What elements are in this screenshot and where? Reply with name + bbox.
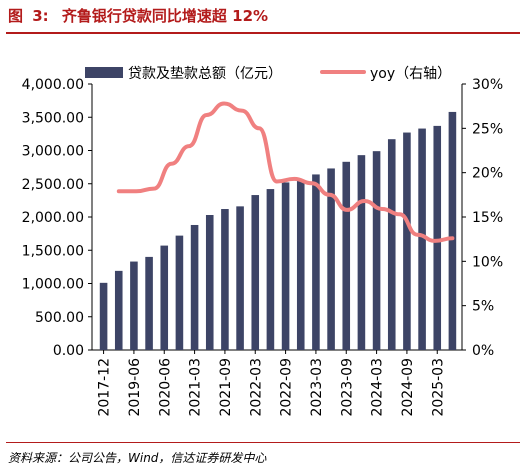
footer-rule (6, 442, 520, 443)
legend-label-bar: 贷款及垫款总额（亿元） (128, 66, 282, 82)
bar (296, 179, 305, 350)
bar (175, 235, 184, 350)
legend-swatch-bar (85, 67, 123, 78)
legend-label-line: yoy（右轴） (370, 66, 451, 82)
y-right-tick-label: 10% (472, 254, 503, 270)
y-left-tick-label: 1,000.00 (22, 277, 84, 293)
x-tick-label: 2023-03 (309, 358, 325, 417)
y-left-tick-label: 0.00 (53, 343, 84, 359)
y-left-tick-label: 3,000.00 (22, 144, 84, 160)
y-left-tick-label: 3,500.00 (22, 110, 84, 126)
bar (387, 139, 396, 350)
bar (327, 168, 335, 350)
x-tick-label: 2024-09 (400, 358, 416, 417)
x-tick-label: 2024-03 (370, 358, 386, 417)
y-right-tick-label: 0% (472, 343, 494, 359)
figure-title: 图 3: 齐鲁银行贷款同比增速超 12% (8, 4, 518, 28)
y-right-tick-label: 5% (472, 299, 494, 315)
chart: 贷款及垫款总额（亿元） yoy（右轴） 0.00 500.00 1,000.00 1,5… (22, 66, 503, 417)
x-tick-label: 2020-06 (157, 358, 173, 417)
y-left-tick-label: 1,500.00 (22, 243, 84, 259)
bar (251, 195, 260, 350)
x-tick-label: 2025-03 (430, 358, 446, 417)
bar (99, 282, 108, 350)
x-tick-label: 2019-06 (127, 358, 143, 417)
x-tick-label: 2021-09 (218, 358, 234, 417)
y-right-tick-label: 15% (472, 210, 503, 226)
bar (418, 128, 426, 350)
y-left-tick-label: 2,500.00 (22, 177, 84, 193)
figure-label: 图 (8, 7, 24, 25)
bar (372, 151, 381, 350)
bar (403, 132, 411, 350)
y-left-tick-label: 500.00 (35, 310, 84, 326)
figure-title-text: 齐鲁银行贷款同比增速超 12% (61, 7, 269, 25)
bar (236, 206, 244, 350)
bar (448, 111, 457, 351)
axes: 0.00 500.00 1,000.00 1,500.00 2,000.00 2,500.… (22, 77, 503, 417)
x-tick-label: 2023-09 (339, 358, 355, 417)
y-right-tick-label: 20% (472, 166, 503, 182)
y-left-tick-label: 4,000.00 (22, 77, 84, 93)
yoy-line (116, 101, 455, 243)
bar (190, 224, 199, 350)
source-note: 资料来源：公司公告，Wind，信达证券研发中心 (8, 451, 267, 465)
legend: 贷款及垫款总额（亿元） yoy（右轴） (85, 66, 451, 82)
title-rule (6, 32, 520, 34)
bar (130, 261, 138, 350)
bar (357, 155, 366, 350)
bar (312, 174, 320, 350)
x-tick-label: 2022-09 (279, 358, 295, 417)
bar-series (99, 111, 457, 351)
y-right-tick-label: 25% (472, 121, 503, 137)
x-tick-label: 2017-12 (97, 358, 113, 417)
line-series (116, 101, 455, 243)
bar (433, 125, 442, 351)
y-left-tick-label: 2,000.00 (22, 210, 84, 226)
bar (114, 270, 123, 350)
bar (342, 161, 351, 350)
x-tick-label: 2021-03 (188, 358, 204, 417)
bar (145, 256, 153, 350)
bar (160, 245, 169, 350)
figure-number: 3: (32, 7, 49, 25)
x-tick-label: 2022-03 (248, 358, 264, 417)
bar (281, 182, 290, 350)
y-right-tick-label: 30% (472, 77, 503, 93)
bar (205, 215, 214, 350)
bar (221, 209, 229, 350)
bar (266, 189, 275, 350)
